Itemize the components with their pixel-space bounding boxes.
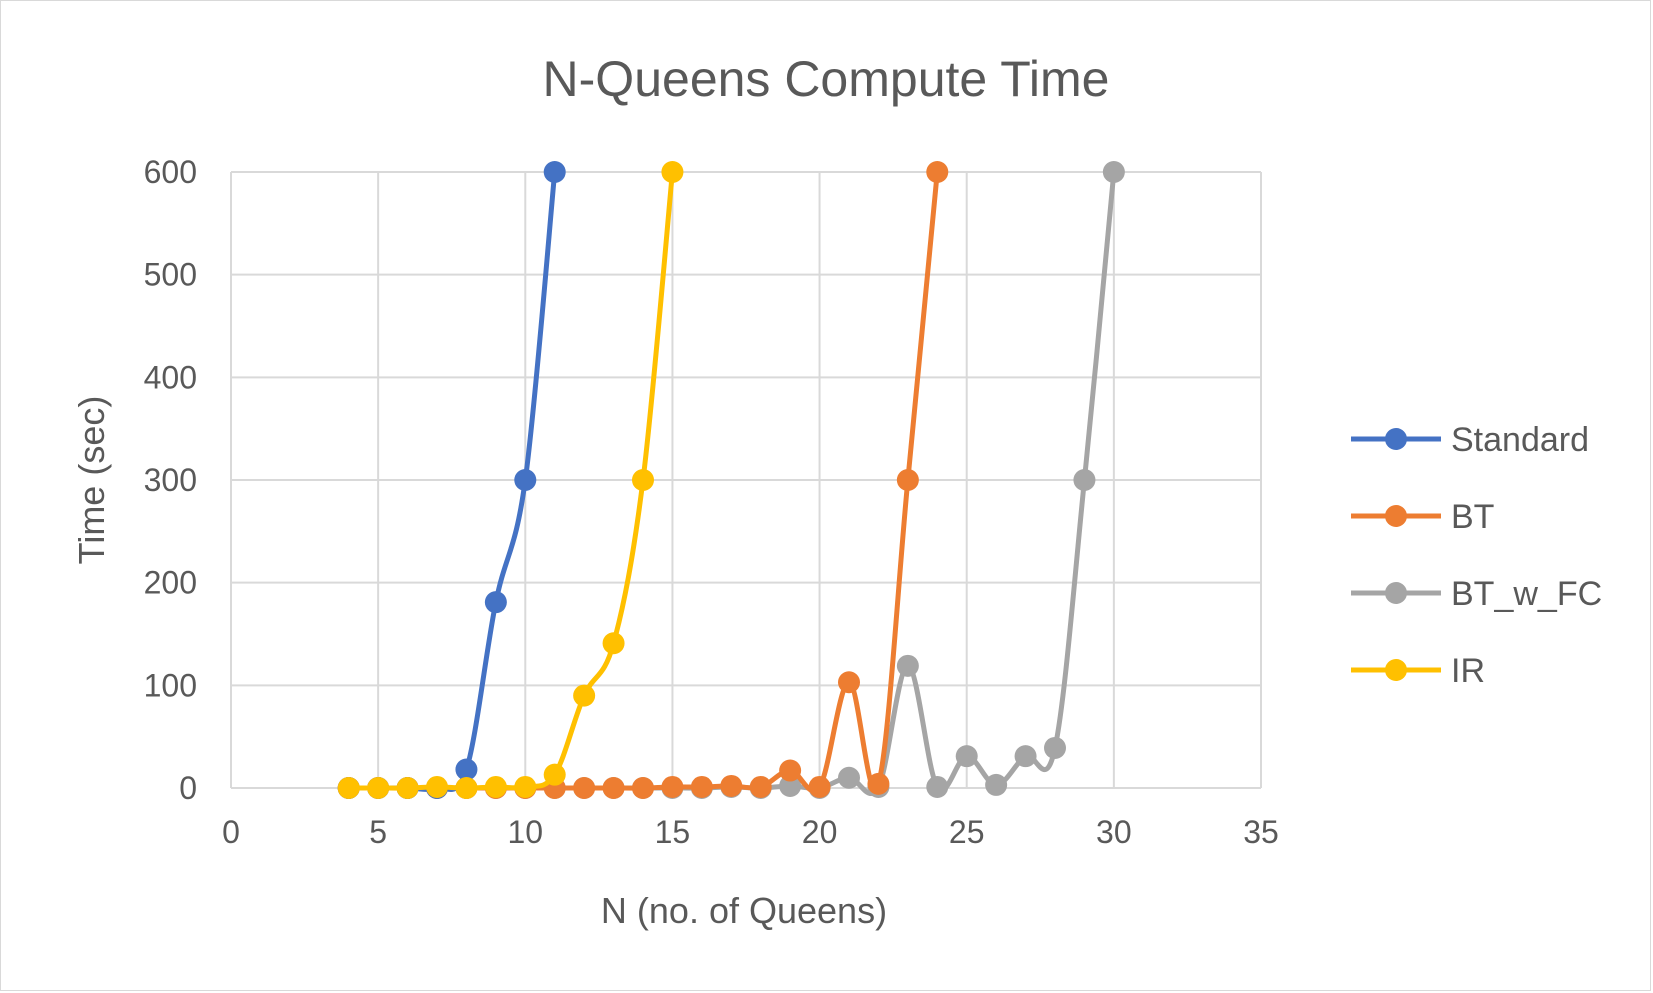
data-point-bt: [720, 774, 743, 797]
data-point-bt-w-fc: [1014, 745, 1037, 768]
x-tick-label: 10: [507, 814, 543, 850]
data-point-bt: [926, 161, 949, 183]
data-point-standard: [543, 161, 566, 183]
legend: Standard BT BT_w_FC IR: [1351, 421, 1602, 690]
data-point-bt-w-fc: [896, 654, 919, 677]
data-point-ir: [455, 777, 478, 799]
x-tick-label: 30: [1096, 814, 1132, 850]
data-point-ir: [573, 684, 596, 707]
legend-label-bt-w-fc: BT_w_FC: [1451, 575, 1602, 613]
legend-item-bt: BT: [1351, 498, 1494, 536]
data-point-ir: [514, 775, 537, 798]
data-point-bt: [573, 777, 596, 799]
data-point-ir: [632, 469, 654, 491]
data-point-bt: [602, 777, 625, 799]
y-tick-label: 300: [144, 462, 197, 498]
x-tick-label: 5: [369, 814, 387, 850]
data-point-ir: [602, 632, 625, 655]
data-point-bt-w-fc: [1073, 469, 1096, 491]
data-point-bt-w-fc: [779, 774, 802, 797]
x-tick-label: 35: [1243, 814, 1279, 850]
legend-marker-bt-w-fc: [1385, 582, 1407, 604]
series-plot: [337, 161, 1125, 799]
data-point-bt-w-fc: [955, 745, 978, 768]
y-tick-label: 0: [179, 770, 197, 806]
legend-item-bt-w-fc: BT_w_FC: [1351, 575, 1602, 613]
y-tick-label: 200: [144, 565, 197, 601]
legend-label-ir: IR: [1451, 652, 1485, 690]
axes: 0 100 200 300 400 500 600 0 5 10 15 20 25 30 35: [144, 154, 1279, 850]
legend-label-bt: BT: [1451, 498, 1494, 536]
data-point-standard: [514, 469, 537, 491]
data-point-standard: [484, 591, 507, 614]
legend-marker-ir: [1385, 659, 1407, 681]
y-tick-label: 400: [144, 359, 197, 395]
y-tick-label: 500: [144, 257, 197, 293]
data-point-bt: [749, 775, 772, 798]
data-point-bt-w-fc: [985, 773, 1008, 796]
legend-item-ir: IR: [1351, 652, 1485, 690]
series-line-bt-w-fc: [346, 169, 1117, 797]
y-tick-label: 600: [144, 154, 197, 190]
y-tick-label: 100: [144, 667, 197, 703]
x-tick-label: 25: [949, 814, 985, 850]
legend-marker-bt: [1385, 505, 1407, 527]
y-axis-title: Time (sec): [71, 396, 112, 565]
legend-marker-standard: [1385, 428, 1407, 450]
gridlines: [230, 171, 1262, 789]
data-point-standard: [455, 758, 478, 781]
data-point-ir: [426, 775, 448, 798]
data-point-bt: [896, 469, 919, 491]
data-point-bt-w-fc: [838, 766, 860, 789]
data-point-bt-w-fc: [1102, 161, 1125, 183]
x-tick-label: 15: [655, 814, 691, 850]
chart-title: N-Queens Compute Time: [543, 51, 1110, 107]
data-point-bt: [779, 759, 802, 782]
data-point-ir: [661, 161, 684, 183]
series-ir: [337, 161, 684, 799]
data-point-bt: [808, 775, 831, 798]
data-point-bt: [867, 772, 890, 795]
data-point-ir: [337, 777, 360, 799]
data-point-bt: [661, 775, 684, 798]
x-tick-label: 0: [222, 814, 240, 850]
data-point-bt: [690, 775, 713, 798]
x-tick-label: 20: [802, 814, 838, 850]
legend-item-standard: Standard: [1351, 421, 1589, 459]
x-axis-title: N (no. of Queens): [601, 890, 887, 931]
data-point-bt-w-fc: [1044, 736, 1066, 759]
data-point-ir: [396, 777, 419, 799]
data-point-bt: [632, 777, 654, 799]
legend-label-standard: Standard: [1451, 421, 1589, 459]
data-point-ir: [543, 763, 566, 786]
data-point-ir: [367, 777, 390, 799]
data-point-ir: [484, 775, 507, 798]
data-point-bt: [838, 671, 860, 694]
data-point-bt-w-fc: [926, 775, 949, 798]
